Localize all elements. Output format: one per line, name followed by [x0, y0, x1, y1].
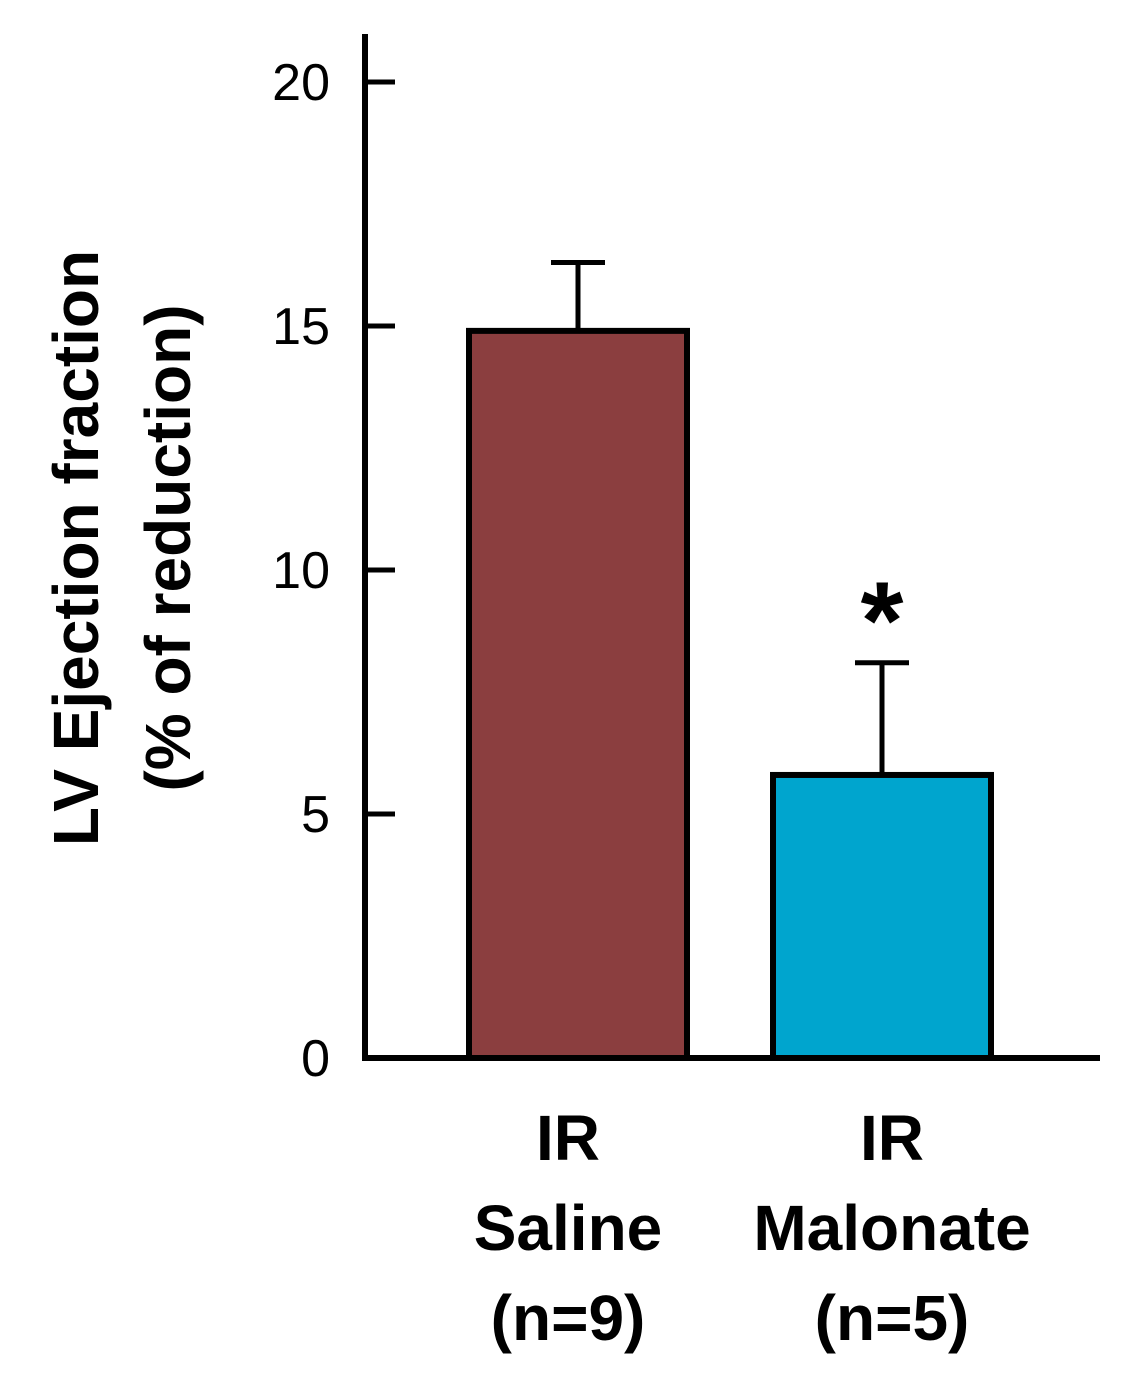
y-tick-label: 20: [272, 54, 330, 112]
y-tick-label: 15: [272, 298, 330, 356]
y-tick-label: 0: [301, 1030, 330, 1088]
y-axis-title: LV Ejection fraction (% of reduction): [40, 250, 204, 846]
category-label-1-line-2: Saline: [474, 1192, 663, 1264]
bar-1: [466, 327, 690, 1061]
category-label-2-line-3: (n=5): [815, 1282, 970, 1354]
axes-group: [362, 34, 1100, 1061]
category-labels-group: IR Saline (n=9) IR Malonate (n=5): [474, 1102, 1031, 1354]
annotations-group: *: [861, 560, 904, 683]
bar-2: [770, 771, 994, 1062]
y-axis-title-line-2: (% of reduction): [132, 304, 204, 791]
category-label-2-line-1: IR: [860, 1102, 924, 1174]
category-label-1-line-1: IR: [536, 1102, 600, 1174]
category-label-1-line-3: (n=9): [491, 1282, 646, 1354]
y-tick-label: 10: [272, 542, 330, 600]
y-ticks-group: 0 5 10 15 20: [272, 54, 395, 1088]
significance-marker: *: [861, 560, 904, 683]
y-tick-label: 5: [301, 786, 330, 844]
category-label-2-line-2: Malonate: [753, 1192, 1030, 1264]
error-bars-group: [551, 260, 909, 775]
bars-group: [466, 327, 994, 1062]
y-axis-title-line-1: LV Ejection fraction: [40, 250, 112, 846]
